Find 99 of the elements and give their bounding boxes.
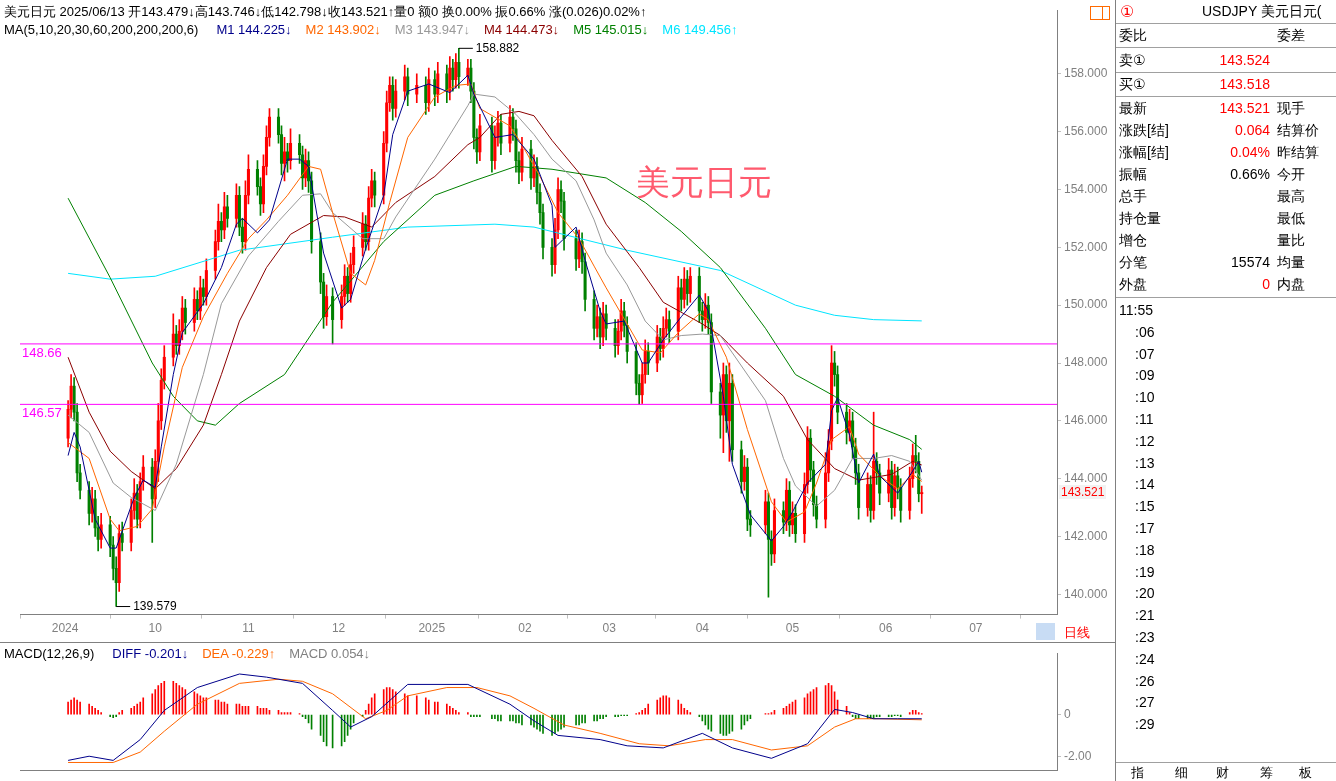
text: :18 <box>1135 541 1155 558</box>
text: 总手 <box>1119 188 1147 206</box>
y-tick-label: 152.000 <box>1064 239 1108 254</box>
text: 均量 <box>1277 254 1305 272</box>
x-tick-label: 02 <box>518 621 532 636</box>
series-label: DEA -0.229↑ <box>202 646 276 661</box>
y-tick-label: 0 <box>1064 706 1071 721</box>
text: :24 <box>1135 650 1155 667</box>
text: :14 <box>1135 476 1155 493</box>
ref-line-label: 146.57 <box>22 405 62 421</box>
text: :27 <box>1135 694 1155 711</box>
text: M6 149.456↑ <box>662 22 738 37</box>
text: 最新 <box>1119 100 1147 118</box>
text: 今开 <box>1277 166 1305 184</box>
text: 筹 <box>1260 764 1273 781</box>
text: DIFF -0.201↓ <box>112 646 189 661</box>
text: 143.521 <box>1219 100 1270 116</box>
text: ① <box>1120 2 1135 21</box>
y-tick-label: 154.000 <box>1064 181 1108 196</box>
text: 财 <box>1216 764 1229 781</box>
annotation: MACD 0.054↓ <box>289 646 371 661</box>
x-tick-label: 07 <box>969 621 983 636</box>
text: :12 <box>1135 432 1155 449</box>
text: 委差 <box>1277 27 1305 45</box>
text: :15 <box>1135 498 1155 515</box>
x-tick-label: 11 <box>242 621 255 636</box>
y-tick-label: 150.000 <box>1064 297 1108 312</box>
text: 143.518 <box>1219 76 1270 92</box>
text: 0.66% <box>1230 166 1270 182</box>
text: :26 <box>1135 672 1155 689</box>
x-tick-label: 03 <box>602 621 617 636</box>
x-tick-label: 05 <box>785 621 800 636</box>
x-tick-label: 10 <box>148 621 163 636</box>
text: 涨幅[结] <box>1119 144 1169 162</box>
text: 外盘 <box>1119 276 1147 294</box>
text: 昨结算 <box>1277 144 1319 162</box>
chart-title: 美元日元 2025/06/13 开143.479↓高143.746↓低142.798↓收143.521↑量0 额0 换0.00% 振0.66% 涨(0.026)0.02%↑ <box>4 3 647 21</box>
y-tick-label: 142.000 <box>1064 528 1108 543</box>
text: :11 <box>1135 411 1154 427</box>
text: 指 <box>1131 764 1144 781</box>
text: 细 <box>1175 764 1188 781</box>
text: 最低 <box>1277 210 1305 228</box>
text: M2 143.902↓ <box>305 22 381 37</box>
text: 内盘 <box>1277 276 1305 294</box>
annotation: 美元日元 <box>636 162 772 203</box>
text: 0.064 <box>1234 122 1270 138</box>
text: 143.524 <box>1219 52 1270 68</box>
text: 结算价 <box>1277 122 1319 140</box>
text: M4 144.473↓ <box>483 22 560 37</box>
text: :13 <box>1135 454 1155 471</box>
x-tick-label: 04 <box>695 621 710 636</box>
text: USDJPY 美元日元( <box>1202 3 1322 21</box>
text: 委比 <box>1119 27 1147 45</box>
text: :09 <box>1135 367 1155 384</box>
text: M5 145.015↓ <box>573 22 649 37</box>
text: :29 <box>1135 716 1155 733</box>
text: 0 <box>1262 276 1270 292</box>
x-tick-label: 2025 <box>418 621 446 636</box>
x-tick-label: 06 <box>878 621 893 636</box>
text: M1 144.225↓ <box>216 22 292 37</box>
text: :23 <box>1135 629 1155 645</box>
text: 振幅 <box>1119 166 1147 184</box>
text: :07 <box>1135 345 1155 362</box>
annotation: 158.882 <box>475 40 520 55</box>
text: 涨跌[结] <box>1119 122 1169 140</box>
text: 现手 <box>1277 100 1305 118</box>
text: :06 <box>1135 323 1155 340</box>
ref-line-label: 148.66 <box>22 345 62 360</box>
legend-title: MA(5,10,20,30,60,200,200,200,6) <box>4 22 199 37</box>
text: :19 <box>1135 563 1155 580</box>
legend-title: MACD(12,26,9) <box>4 646 95 661</box>
y-tick-label: 146.000 <box>1064 413 1108 428</box>
annotation: 139.579 <box>133 598 177 613</box>
text: 买① <box>1119 76 1146 94</box>
text: 日线 <box>1064 624 1090 642</box>
text: M3 143.947↓ <box>394 22 470 37</box>
text: :17 <box>1135 520 1155 536</box>
text: :21 <box>1135 607 1155 624</box>
text: :20 <box>1135 585 1155 602</box>
text: 卖① <box>1119 52 1146 70</box>
text: 持仓量 <box>1119 210 1161 228</box>
text: 0.04% <box>1230 144 1270 160</box>
text: 143.521 <box>1059 485 1107 499</box>
text: 量比 <box>1277 232 1305 250</box>
text: 分笔 <box>1119 254 1147 272</box>
text: 15574 <box>1231 254 1270 270</box>
y-tick-label: 158.000 <box>1064 66 1108 81</box>
text: 11:55 <box>1119 302 1153 318</box>
y-tick-label: 148.000 <box>1064 355 1108 370</box>
text: 增仓 <box>1119 232 1147 250</box>
text: :10 <box>1135 389 1155 406</box>
x-tick-label: 12 <box>331 621 346 636</box>
text: 最高 <box>1277 188 1305 206</box>
x-tick-label: 2024 <box>51 621 79 636</box>
y-tick-label: 144.000 <box>1064 470 1108 485</box>
text: 板 <box>1299 764 1312 781</box>
y-tick-label: -2.00 <box>1064 748 1092 763</box>
y-tick-label: 156.000 <box>1064 123 1108 138</box>
y-tick-label: 140.000 <box>1064 586 1108 601</box>
